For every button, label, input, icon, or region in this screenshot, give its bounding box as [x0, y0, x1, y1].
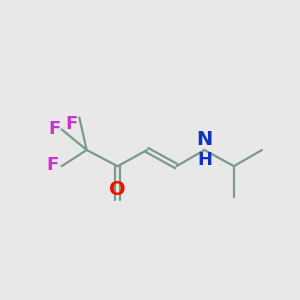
Text: N: N	[196, 130, 213, 148]
Text: H: H	[197, 152, 212, 169]
Text: O: O	[109, 180, 126, 199]
Text: F: F	[66, 115, 78, 133]
Text: F: F	[46, 156, 59, 174]
Text: F: F	[48, 120, 60, 138]
